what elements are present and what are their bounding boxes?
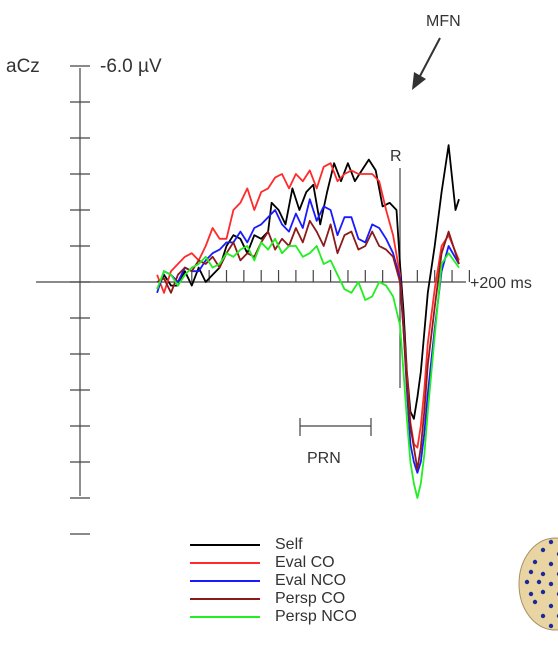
chart-legend: Self Eval CO Eval NCO Persp CO Persp NCO: [190, 536, 410, 626]
channel-label: aCz: [6, 56, 40, 77]
legend-item-eval-nco: Eval NCO: [190, 572, 410, 590]
legend-swatch-self: [190, 544, 260, 546]
legend-swatch-persp-nco: [190, 616, 260, 618]
legend-item-self: Self: [190, 536, 410, 554]
legend-label-self: Self: [275, 536, 303, 553]
legend-item-persp-nco: Persp NCO: [190, 608, 410, 626]
series-line-eval-nco: [156, 198, 460, 474]
mfn-arrow: [412, 37, 441, 90]
legend-swatch-eval-co: [190, 562, 260, 564]
legend-swatch-eval-nco: [190, 580, 260, 582]
y-scale-label: -6.0 µV: [100, 56, 162, 77]
series-traces: [156, 144, 460, 499]
series-line-persp-nco: [156, 237, 460, 499]
y-axis-ticks: [70, 65, 90, 535]
series-line-eval-co: [156, 162, 460, 449]
legend-swatch-persp-co: [190, 598, 260, 600]
legend-item-persp-co: Persp CO: [190, 590, 410, 608]
scalp-map-icon: [518, 537, 558, 631]
legend-item-eval-co: Eval CO: [190, 554, 410, 572]
x-axis-ticks: [191, 270, 470, 282]
prn-bracket: [299, 418, 372, 436]
legend-label-eval-co: Eval CO: [275, 554, 335, 571]
prn-label: PRN: [307, 450, 341, 467]
legend-label-eval-nco: Eval NCO: [275, 572, 347, 589]
response-label: R: [390, 148, 402, 165]
mfn-label: MFN: [426, 13, 461, 30]
legend-label-persp-co: Persp CO: [275, 590, 346, 607]
x-end-label: +200 ms: [470, 275, 532, 292]
legend-label-persp-nco: Persp NCO: [275, 608, 357, 625]
series-line-persp-co: [156, 219, 460, 471]
